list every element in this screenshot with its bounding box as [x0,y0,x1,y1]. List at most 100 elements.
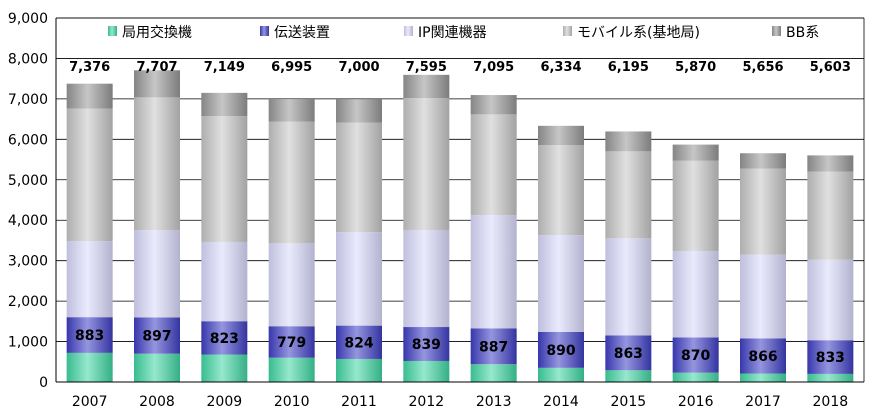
x-tick-label: 2018 [813,394,849,410]
bar-segment [268,99,315,122]
axes [55,17,865,383]
bar-segment [134,70,180,98]
y-tick-label: 8,000 [8,51,48,67]
bar-segment [605,238,652,336]
bar-segment [66,317,113,353]
bar-segment [740,254,786,339]
x-tick-label: 2016 [678,394,714,410]
bar-segment [538,144,584,236]
bar-segment [268,243,315,327]
legend-label: 局用交換機 [122,24,192,41]
x-tick-label: 2009 [207,394,243,410]
y-tick-label: 3,000 [8,254,48,270]
x-tick-label: 2007 [72,394,108,410]
bar-segment [201,241,248,322]
bar-segment [66,83,113,109]
y-tick-label: 7,000 [8,92,48,108]
bar-segment [134,230,180,318]
bar-segment [403,74,450,99]
data-label: 839 [412,337,441,353]
data-label: 870 [681,348,710,364]
total-label: 7,095 [473,60,514,75]
bar-segment [740,153,786,169]
bar-segment [134,353,180,382]
legend-label: モバイル系(基地局) [577,24,700,41]
total-label: 5,603 [810,60,851,75]
data-label: 887 [479,339,508,355]
data-label: 824 [344,335,373,351]
total-label: 6,195 [608,60,649,75]
bar-segment [201,321,248,355]
bars [66,70,854,382]
y-tick-label: 4,000 [8,213,48,229]
total-labels: 7,376 7,707 7,149 6,995 7,000 7,595 7,095 6,334… [69,60,851,75]
bar-segment [470,328,517,365]
bar-segment [336,99,382,123]
bar-segment [470,95,517,115]
bar-segment [672,250,719,338]
bar-segment [336,122,382,233]
bar-segment [740,168,786,255]
x-tick-label: 2014 [543,394,579,410]
data-label: 866 [748,349,777,365]
bar-segment [268,357,315,382]
bar-segment [201,92,248,117]
bar-segment [538,331,584,368]
bar-segment [605,335,652,371]
x-tick-label: 2012 [409,394,445,410]
data-label: 883 [75,328,104,344]
bar-segment [605,151,652,239]
bar-segment [807,340,854,374]
total-label: 5,870 [675,60,716,75]
bar-segment [672,372,719,382]
total-label: 5,656 [742,60,783,75]
bar-segment [134,97,180,231]
bar-segment [403,229,450,328]
data-label: 833 [816,350,845,366]
data-label: 823 [210,331,239,347]
legend-label: BB系 [786,25,819,41]
bar-segment [201,354,248,382]
x-axis-ticks: 2007 2008 2009 2010 2011 2012 2013 2014 2015 2016… [72,394,848,410]
bar-segment [336,232,382,326]
bar-segment [403,327,450,361]
x-tick-label: 2013 [476,394,512,410]
bar-segment [672,160,719,251]
bar-segment [672,144,719,161]
total-label: 6,334 [540,60,581,75]
bar-segment [470,114,517,216]
bar-segment [538,235,584,332]
legend-label: IP関連機器 [418,25,487,41]
x-tick-label: 2015 [611,394,647,410]
total-label: 7,595 [406,60,447,75]
data-label: 890 [546,343,575,359]
bar-segment [66,241,113,318]
bar-segment [134,317,180,354]
legend-swatch [108,26,117,36]
y-tick-label: 0 [39,375,48,391]
y-tick-label: 1,000 [8,335,48,351]
bar-segment [268,121,315,244]
legend-swatch [772,26,781,36]
data-label: 863 [614,346,643,362]
bar-segment [807,373,854,382]
bar-segment [807,171,854,260]
bar-segment [403,98,450,230]
bar-segment [605,131,652,152]
x-tick-label: 2017 [745,394,781,410]
y-tick-label: 6,000 [8,132,48,148]
legend-swatch [260,26,269,36]
bar-segment [807,259,854,341]
bar-segment [672,337,719,373]
data-label: 897 [142,329,171,345]
bar-segment [470,215,517,329]
total-label: 7,376 [69,60,110,75]
bar-segment [740,338,786,374]
y-tick-label: 5,000 [8,173,48,189]
total-label: 7,707 [136,60,177,75]
bar-segment [740,373,786,382]
bar-segment [201,116,248,242]
bar-segment [268,326,315,358]
bar-segment [336,325,382,359]
